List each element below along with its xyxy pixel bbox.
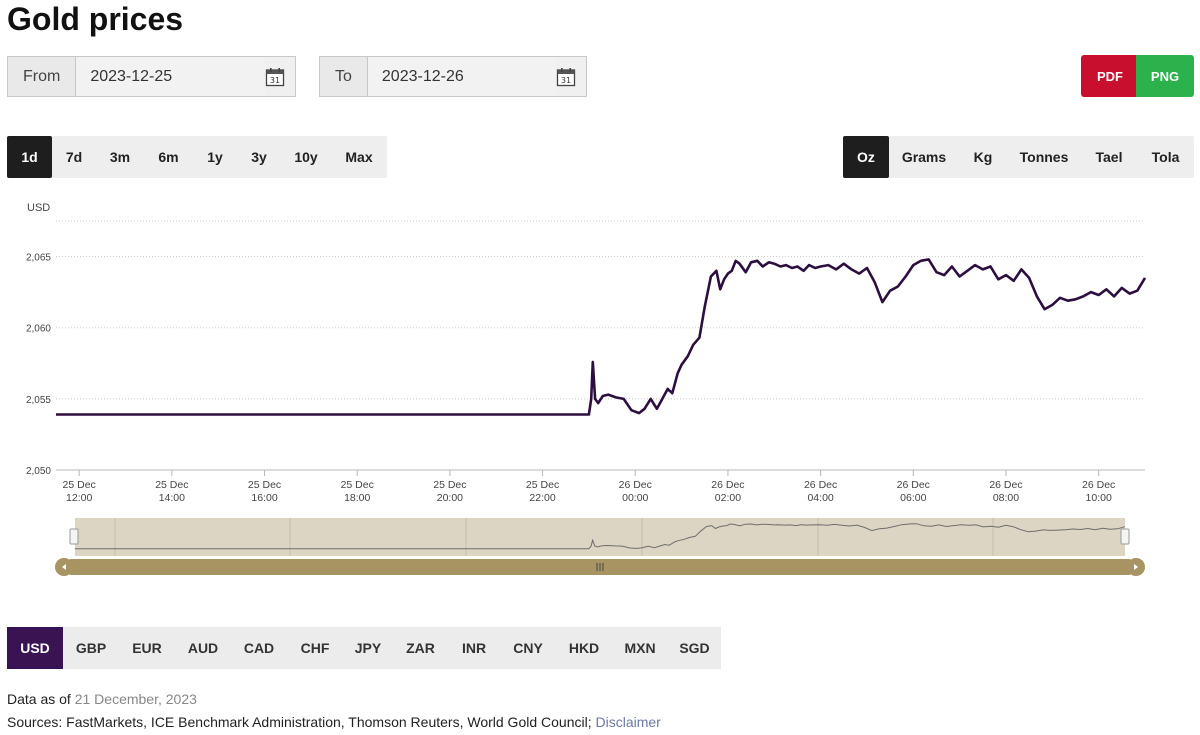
from-date-input[interactable]: 2023-12-25 (76, 57, 265, 96)
calendar-icon-text: 31 (270, 76, 280, 85)
unit-option-tonnes[interactable]: Tonnes (1019, 149, 1069, 165)
currency-option-inr[interactable]: INR (461, 640, 487, 656)
currency-option-eur[interactable]: EUR (132, 640, 162, 656)
x-tick-time: 06:00 (900, 492, 926, 504)
x-tick-date: 25 Dec (433, 479, 466, 491)
x-tick-time: 02:00 (715, 492, 741, 504)
unit-option-kg[interactable]: Kg (973, 149, 993, 165)
navigator[interactable] (55, 518, 1145, 576)
currency-option-aud[interactable]: AUD (187, 640, 219, 656)
unit-option-tola[interactable]: Tola (1151, 149, 1180, 165)
range-option-10y[interactable]: 10y (294, 149, 318, 165)
currency-option-jpy[interactable]: JPY (354, 640, 382, 656)
y-axis-label: USD (27, 202, 50, 214)
pdf-export-button[interactable]: PDF (1081, 55, 1139, 97)
time-range-selector: 1d 7d 3m 6m 1y 3y 10y Max (7, 136, 387, 178)
x-tick-time: 12:00 (66, 492, 92, 504)
x-tick-time: 08:00 (993, 492, 1019, 504)
x-tick-time: 18:00 (344, 492, 370, 504)
x-tick-time: 00:00 (622, 492, 648, 504)
navigator-right-handle[interactable] (1120, 528, 1130, 545)
calendar-icon-text: 31 (561, 76, 571, 85)
range-option-3m[interactable]: 3m (109, 149, 131, 165)
chevron-right-icon (1134, 564, 1138, 570)
unit-option-oz[interactable]: Oz (843, 136, 889, 178)
x-tick-date: 25 Dec (526, 479, 559, 491)
currency-option-sgd[interactable]: SGD (679, 640, 710, 656)
currency-option-gbp[interactable]: GBP (75, 640, 107, 656)
range-option-1d[interactable]: 1d (7, 136, 52, 178)
currency-option-mxn[interactable]: MXN (624, 640, 656, 656)
x-tick-date: 25 Dec (155, 479, 188, 491)
from-date-field[interactable]: From 2023-12-25 31 (7, 56, 296, 97)
to-date-field[interactable]: To 2023-12-26 31 (319, 56, 587, 97)
range-option-max[interactable]: Max (345, 149, 373, 165)
price-series-line (56, 258, 1147, 416)
currency-option-hkd[interactable]: HKD (568, 640, 600, 656)
x-tick-date: 26 Dec (619, 479, 652, 491)
data-as-of: Data as of 21 December, 2023 (7, 691, 197, 707)
x-tick-date: 26 Dec (1082, 479, 1115, 491)
x-tick-date: 26 Dec (989, 479, 1022, 491)
x-tick-date: 26 Dec (804, 479, 837, 491)
x-tick-date: 25 Dec (341, 479, 374, 491)
x-tick-date: 25 Dec (248, 479, 281, 491)
to-label: To (320, 57, 368, 96)
chevron-left-icon (62, 564, 66, 570)
page-title: Gold prices (7, 1, 184, 37)
calendar-icon[interactable]: 31 (265, 67, 285, 87)
png-export-button[interactable]: PNG (1136, 55, 1194, 97)
x-tick-date: 26 Dec (711, 479, 744, 491)
y-tick-label: 2,060 (26, 324, 51, 335)
currency-option-cad[interactable]: CAD (243, 640, 275, 656)
y-tick-label: 2,055 (26, 395, 51, 406)
range-option-3y[interactable]: 3y (251, 149, 267, 165)
weight-unit-selector: Oz Grams Kg Tonnes Tael Tola (843, 136, 1194, 178)
data-as-of-date: 21 December, 2023 (74, 691, 197, 707)
data-as-of-label: Data as of (7, 691, 71, 707)
currency-selector: USD GBP EUR AUD CAD CHF JPY ZAR INR CNY HKD MXN SGD (7, 627, 721, 669)
sources-text: Sources: FastMarkets, ICE Benchmark Admi… (7, 714, 592, 730)
from-label: From (8, 57, 77, 96)
x-tick-time: 14:00 (159, 492, 185, 504)
disclaimer-link[interactable]: Disclaimer (595, 714, 661, 730)
x-tick-time: 04:00 (807, 492, 833, 504)
x-tick-date: 26 Dec (897, 479, 930, 491)
unit-option-grams[interactable]: Grams (901, 149, 947, 165)
currency-option-usd[interactable]: USD (7, 627, 63, 669)
y-tick-label: 2,050 (26, 466, 51, 477)
y-tick-label: 2,065 (26, 253, 51, 264)
navigator-left-handle[interactable] (69, 528, 79, 545)
x-tick-time: 16:00 (251, 492, 277, 504)
sources-line: Sources: FastMarkets, ICE Benchmark Admi… (7, 714, 661, 730)
x-tick-time: 22:00 (529, 492, 555, 504)
currency-option-chf[interactable]: CHF (300, 640, 330, 656)
range-option-7d[interactable]: 7d (65, 149, 83, 165)
range-option-1y[interactable]: 1y (207, 149, 223, 165)
currency-option-cny[interactable]: CNY (513, 640, 543, 656)
x-tick-time: 20:00 (437, 492, 463, 504)
x-tick-time: 10:00 (1086, 492, 1112, 504)
range-option-6m[interactable]: 6m (158, 149, 179, 165)
x-tick-date: 25 Dec (63, 479, 96, 491)
scrollbar-grip-icon (596, 563, 604, 571)
currency-option-zar[interactable]: ZAR (406, 640, 435, 656)
to-date-input[interactable]: 2023-12-26 (367, 57, 556, 96)
navigator-background (75, 518, 1125, 556)
calendar-icon[interactable]: 31 (556, 67, 576, 87)
navigator-series-line (75, 523, 1126, 550)
unit-option-tael[interactable]: Tael (1095, 149, 1123, 165)
